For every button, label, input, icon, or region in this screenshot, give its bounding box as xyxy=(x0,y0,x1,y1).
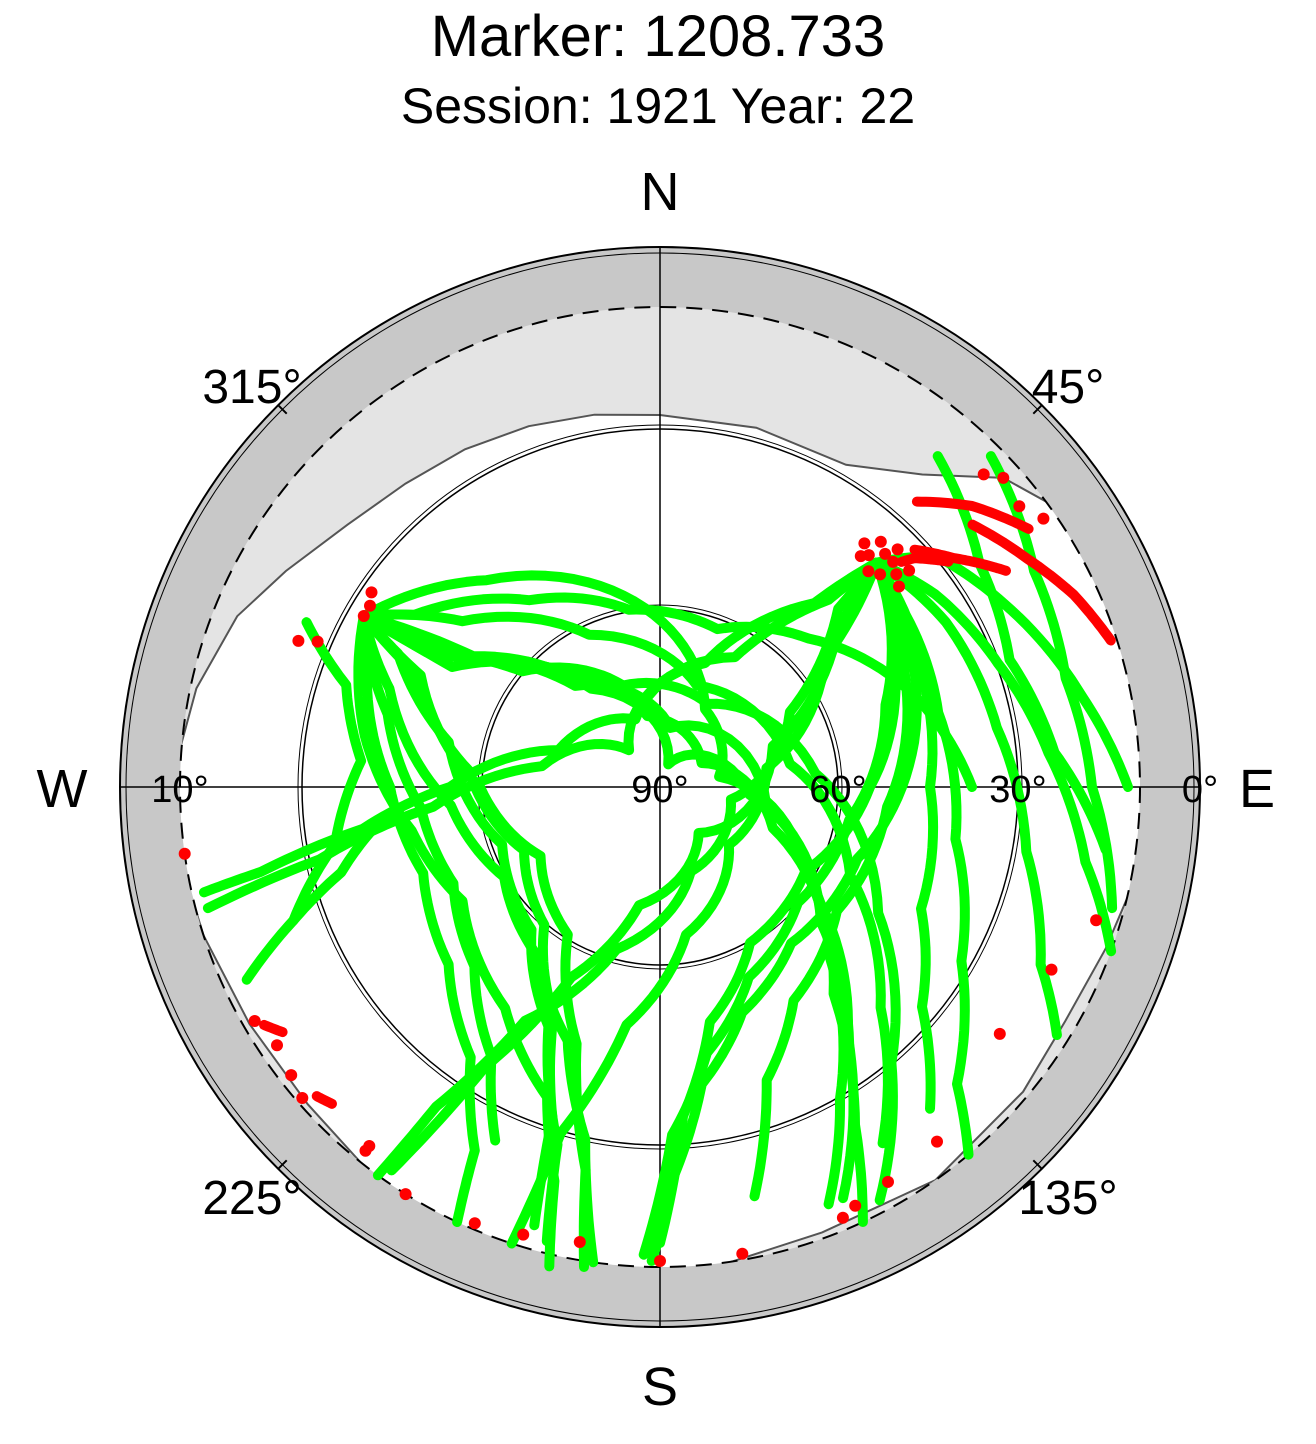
label-north: N xyxy=(641,162,680,222)
observation-point xyxy=(993,1027,1006,1040)
observation-point xyxy=(931,1135,943,1148)
observation-point xyxy=(887,555,900,568)
tick-315 xyxy=(277,404,288,415)
observation-point xyxy=(1045,963,1058,976)
observation-point xyxy=(654,1255,666,1267)
observation-point xyxy=(882,1175,894,1188)
observation-point xyxy=(854,550,867,563)
satellite-track-23 xyxy=(871,557,1117,957)
observation-point xyxy=(862,565,875,578)
observation-point xyxy=(903,564,916,577)
observation-point xyxy=(468,1217,481,1230)
observation-point xyxy=(517,1228,530,1241)
observation-point xyxy=(1090,914,1103,927)
observation-point xyxy=(357,610,370,622)
observation-point xyxy=(858,537,871,550)
satellite-track-12 xyxy=(358,611,563,1247)
elevation-label-60: 60° xyxy=(809,769,866,811)
observation-point xyxy=(296,1092,309,1104)
satellite-track-24 xyxy=(871,557,1062,1040)
chart-subtitle: Session: 1921 Year: 22 xyxy=(400,78,916,134)
label-east: E xyxy=(1239,759,1275,819)
azimuth-label-315: 315° xyxy=(202,361,301,414)
satellite-track-flagged-4 xyxy=(311,1091,337,1109)
observation-point xyxy=(573,1236,586,1248)
satellite-track-26 xyxy=(749,557,913,1202)
satellite-track-10 xyxy=(358,611,591,1272)
observation-point xyxy=(874,535,887,548)
observation-point xyxy=(399,1188,412,1201)
observation-point xyxy=(736,1247,749,1260)
tracks-flagged xyxy=(178,468,1116,1267)
tick-135 xyxy=(1032,1159,1043,1170)
observation-point xyxy=(1013,500,1026,513)
observation-point xyxy=(1037,512,1050,525)
observation-point xyxy=(365,586,378,599)
satellite-track-flagged-1 xyxy=(911,496,1034,534)
observation-point xyxy=(248,1015,261,1027)
satellite-track-flagged-3 xyxy=(896,553,954,567)
satellite-track-28 xyxy=(985,451,1118,914)
elevation-label-90: 90° xyxy=(631,769,688,811)
observation-point xyxy=(849,1199,862,1212)
satellite-track-flagged-0 xyxy=(909,544,1011,576)
tracks-good xyxy=(199,451,1133,1272)
elevation-label-0: 0° xyxy=(1182,769,1218,811)
chart-title: Marker: 1208.733 xyxy=(430,4,886,69)
satellite-track-30 xyxy=(288,617,367,926)
observation-point xyxy=(890,568,903,581)
observation-point xyxy=(285,1069,298,1082)
observation-point xyxy=(879,547,892,560)
tick-45 xyxy=(1032,404,1043,415)
label-south: S xyxy=(642,1357,678,1417)
observation-point xyxy=(977,468,990,481)
label-west: W xyxy=(37,759,88,819)
observation-point xyxy=(997,471,1010,484)
azimuth-label-135: 135° xyxy=(1018,1172,1117,1225)
observation-point xyxy=(311,635,324,648)
azimuth-label-45: 45° xyxy=(1032,361,1105,414)
satellite-track-flagged-2 xyxy=(967,519,1116,646)
observation-point xyxy=(891,543,904,556)
observation-point xyxy=(292,634,305,647)
observation-point xyxy=(178,847,191,860)
satellite-track-31 xyxy=(241,822,380,985)
observation-point xyxy=(363,1140,376,1152)
observation-point xyxy=(874,568,887,581)
satellite-track-flagged-5 xyxy=(259,1019,288,1038)
satellite-track-5 xyxy=(358,611,480,1227)
elevation-label-30: 30° xyxy=(989,769,1046,811)
observation-point xyxy=(893,580,905,593)
observation-point xyxy=(836,1211,849,1224)
azimuth-label-225: 225° xyxy=(202,1172,301,1225)
satellite-track-22 xyxy=(871,557,939,1114)
satellite-track-16 xyxy=(655,557,901,1248)
tick-225 xyxy=(277,1159,288,1170)
observation-point xyxy=(271,1039,283,1052)
elevation-label-10: 10° xyxy=(151,769,208,811)
observation-point xyxy=(364,599,376,612)
satellite-track-27 xyxy=(506,557,882,1249)
